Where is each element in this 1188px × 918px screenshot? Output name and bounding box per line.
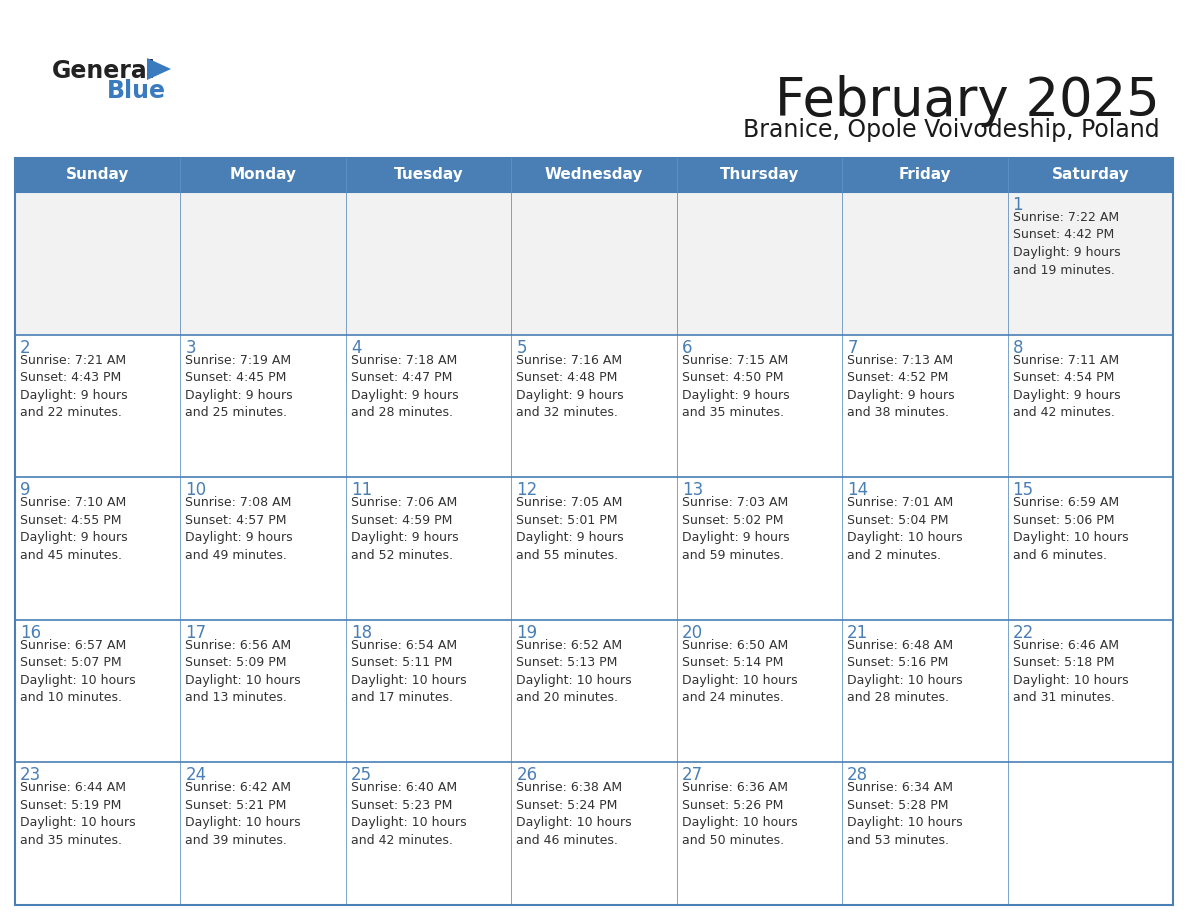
- Text: Sunrise: 7:22 AM
Sunset: 4:42 PM
Daylight: 9 hours
and 19 minutes.: Sunrise: 7:22 AM Sunset: 4:42 PM Dayligh…: [1012, 211, 1120, 276]
- Text: Saturday: Saturday: [1051, 167, 1129, 183]
- Text: Sunrise: 7:06 AM
Sunset: 4:59 PM
Daylight: 9 hours
and 52 minutes.: Sunrise: 7:06 AM Sunset: 4:59 PM Dayligh…: [350, 497, 459, 562]
- Text: Sunrise: 7:01 AM
Sunset: 5:04 PM
Daylight: 10 hours
and 2 minutes.: Sunrise: 7:01 AM Sunset: 5:04 PM Dayligh…: [847, 497, 962, 562]
- Text: Sunrise: 6:34 AM
Sunset: 5:28 PM
Daylight: 10 hours
and 53 minutes.: Sunrise: 6:34 AM Sunset: 5:28 PM Dayligh…: [847, 781, 962, 847]
- Text: Blue: Blue: [107, 79, 166, 103]
- Bar: [15, 477, 1173, 620]
- Text: Sunrise: 7:16 AM
Sunset: 4:48 PM
Daylight: 9 hours
and 32 minutes.: Sunrise: 7:16 AM Sunset: 4:48 PM Dayligh…: [517, 353, 624, 420]
- Text: 19: 19: [517, 624, 537, 642]
- Text: Sunrise: 7:15 AM
Sunset: 4:50 PM
Daylight: 9 hours
and 35 minutes.: Sunrise: 7:15 AM Sunset: 4:50 PM Dayligh…: [682, 353, 789, 420]
- Text: Sunrise: 7:13 AM
Sunset: 4:52 PM
Daylight: 9 hours
and 38 minutes.: Sunrise: 7:13 AM Sunset: 4:52 PM Dayligh…: [847, 353, 955, 420]
- Text: Sunrise: 6:59 AM
Sunset: 5:06 PM
Daylight: 10 hours
and 6 minutes.: Sunrise: 6:59 AM Sunset: 5:06 PM Dayligh…: [1012, 497, 1129, 562]
- Text: Friday: Friday: [898, 167, 952, 183]
- Text: 17: 17: [185, 624, 207, 642]
- Text: Sunrise: 7:18 AM
Sunset: 4:47 PM
Daylight: 9 hours
and 28 minutes.: Sunrise: 7:18 AM Sunset: 4:47 PM Dayligh…: [350, 353, 459, 420]
- Bar: [15, 620, 1173, 763]
- Text: Sunrise: 6:44 AM
Sunset: 5:19 PM
Daylight: 10 hours
and 35 minutes.: Sunrise: 6:44 AM Sunset: 5:19 PM Dayligh…: [20, 781, 135, 847]
- Text: General: General: [52, 59, 156, 83]
- Text: Sunrise: 7:19 AM
Sunset: 4:45 PM
Daylight: 9 hours
and 25 minutes.: Sunrise: 7:19 AM Sunset: 4:45 PM Dayligh…: [185, 353, 293, 420]
- Text: Sunrise: 6:38 AM
Sunset: 5:24 PM
Daylight: 10 hours
and 46 minutes.: Sunrise: 6:38 AM Sunset: 5:24 PM Dayligh…: [517, 781, 632, 847]
- Text: Tuesday: Tuesday: [393, 167, 463, 183]
- Text: 12: 12: [517, 481, 537, 499]
- Text: 25: 25: [350, 767, 372, 784]
- Text: 23: 23: [20, 767, 42, 784]
- Text: 4: 4: [350, 339, 361, 356]
- Text: Sunrise: 7:03 AM
Sunset: 5:02 PM
Daylight: 9 hours
and 59 minutes.: Sunrise: 7:03 AM Sunset: 5:02 PM Dayligh…: [682, 497, 789, 562]
- Text: 8: 8: [1012, 339, 1023, 356]
- Text: 18: 18: [350, 624, 372, 642]
- Text: Sunrise: 6:46 AM
Sunset: 5:18 PM
Daylight: 10 hours
and 31 minutes.: Sunrise: 6:46 AM Sunset: 5:18 PM Dayligh…: [1012, 639, 1129, 704]
- Text: 5: 5: [517, 339, 526, 356]
- Bar: [15, 192, 1173, 334]
- Polygon shape: [147, 58, 171, 80]
- Bar: [15, 158, 1173, 192]
- Text: 3: 3: [185, 339, 196, 356]
- Text: Sunrise: 6:40 AM
Sunset: 5:23 PM
Daylight: 10 hours
and 42 minutes.: Sunrise: 6:40 AM Sunset: 5:23 PM Dayligh…: [350, 781, 467, 847]
- Text: 1: 1: [1012, 196, 1023, 214]
- Text: Sunrise: 6:36 AM
Sunset: 5:26 PM
Daylight: 10 hours
and 50 minutes.: Sunrise: 6:36 AM Sunset: 5:26 PM Dayligh…: [682, 781, 797, 847]
- Text: 22: 22: [1012, 624, 1034, 642]
- Text: February 2025: February 2025: [776, 75, 1159, 127]
- Text: Sunrise: 7:11 AM
Sunset: 4:54 PM
Daylight: 9 hours
and 42 minutes.: Sunrise: 7:11 AM Sunset: 4:54 PM Dayligh…: [1012, 353, 1120, 420]
- Text: Sunrise: 6:56 AM
Sunset: 5:09 PM
Daylight: 10 hours
and 13 minutes.: Sunrise: 6:56 AM Sunset: 5:09 PM Dayligh…: [185, 639, 301, 704]
- Text: Sunrise: 7:08 AM
Sunset: 4:57 PM
Daylight: 9 hours
and 49 minutes.: Sunrise: 7:08 AM Sunset: 4:57 PM Dayligh…: [185, 497, 293, 562]
- Text: Sunrise: 7:05 AM
Sunset: 5:01 PM
Daylight: 9 hours
and 55 minutes.: Sunrise: 7:05 AM Sunset: 5:01 PM Dayligh…: [517, 497, 624, 562]
- Text: 6: 6: [682, 339, 693, 356]
- Text: 28: 28: [847, 767, 868, 784]
- Text: 9: 9: [20, 481, 31, 499]
- Text: Sunday: Sunday: [67, 167, 129, 183]
- Text: Branice, Opole Voivodeship, Poland: Branice, Opole Voivodeship, Poland: [744, 118, 1159, 142]
- Text: 24: 24: [185, 767, 207, 784]
- Text: 13: 13: [682, 481, 703, 499]
- Text: 11: 11: [350, 481, 372, 499]
- Text: Monday: Monday: [229, 167, 297, 183]
- Text: Sunrise: 6:50 AM
Sunset: 5:14 PM
Daylight: 10 hours
and 24 minutes.: Sunrise: 6:50 AM Sunset: 5:14 PM Dayligh…: [682, 639, 797, 704]
- Text: 7: 7: [847, 339, 858, 356]
- Text: Sunrise: 7:10 AM
Sunset: 4:55 PM
Daylight: 9 hours
and 45 minutes.: Sunrise: 7:10 AM Sunset: 4:55 PM Dayligh…: [20, 497, 127, 562]
- Text: 21: 21: [847, 624, 868, 642]
- Bar: [15, 334, 1173, 477]
- Text: 2: 2: [20, 339, 31, 356]
- Text: 10: 10: [185, 481, 207, 499]
- Text: Sunrise: 6:48 AM
Sunset: 5:16 PM
Daylight: 10 hours
and 28 minutes.: Sunrise: 6:48 AM Sunset: 5:16 PM Dayligh…: [847, 639, 962, 704]
- Text: Sunrise: 6:54 AM
Sunset: 5:11 PM
Daylight: 10 hours
and 17 minutes.: Sunrise: 6:54 AM Sunset: 5:11 PM Dayligh…: [350, 639, 467, 704]
- Text: Sunrise: 6:42 AM
Sunset: 5:21 PM
Daylight: 10 hours
and 39 minutes.: Sunrise: 6:42 AM Sunset: 5:21 PM Dayligh…: [185, 781, 301, 847]
- Text: Wednesday: Wednesday: [545, 167, 643, 183]
- Text: Sunrise: 6:57 AM
Sunset: 5:07 PM
Daylight: 10 hours
and 10 minutes.: Sunrise: 6:57 AM Sunset: 5:07 PM Dayligh…: [20, 639, 135, 704]
- Text: 27: 27: [682, 767, 703, 784]
- Text: Thursday: Thursday: [720, 167, 800, 183]
- Text: 20: 20: [682, 624, 703, 642]
- Text: 16: 16: [20, 624, 42, 642]
- Text: 14: 14: [847, 481, 868, 499]
- Text: 15: 15: [1012, 481, 1034, 499]
- Bar: [15, 158, 1173, 905]
- Bar: [15, 763, 1173, 905]
- Text: Sunrise: 6:52 AM
Sunset: 5:13 PM
Daylight: 10 hours
and 20 minutes.: Sunrise: 6:52 AM Sunset: 5:13 PM Dayligh…: [517, 639, 632, 704]
- Text: 26: 26: [517, 767, 537, 784]
- Text: Sunrise: 7:21 AM
Sunset: 4:43 PM
Daylight: 9 hours
and 22 minutes.: Sunrise: 7:21 AM Sunset: 4:43 PM Dayligh…: [20, 353, 127, 420]
